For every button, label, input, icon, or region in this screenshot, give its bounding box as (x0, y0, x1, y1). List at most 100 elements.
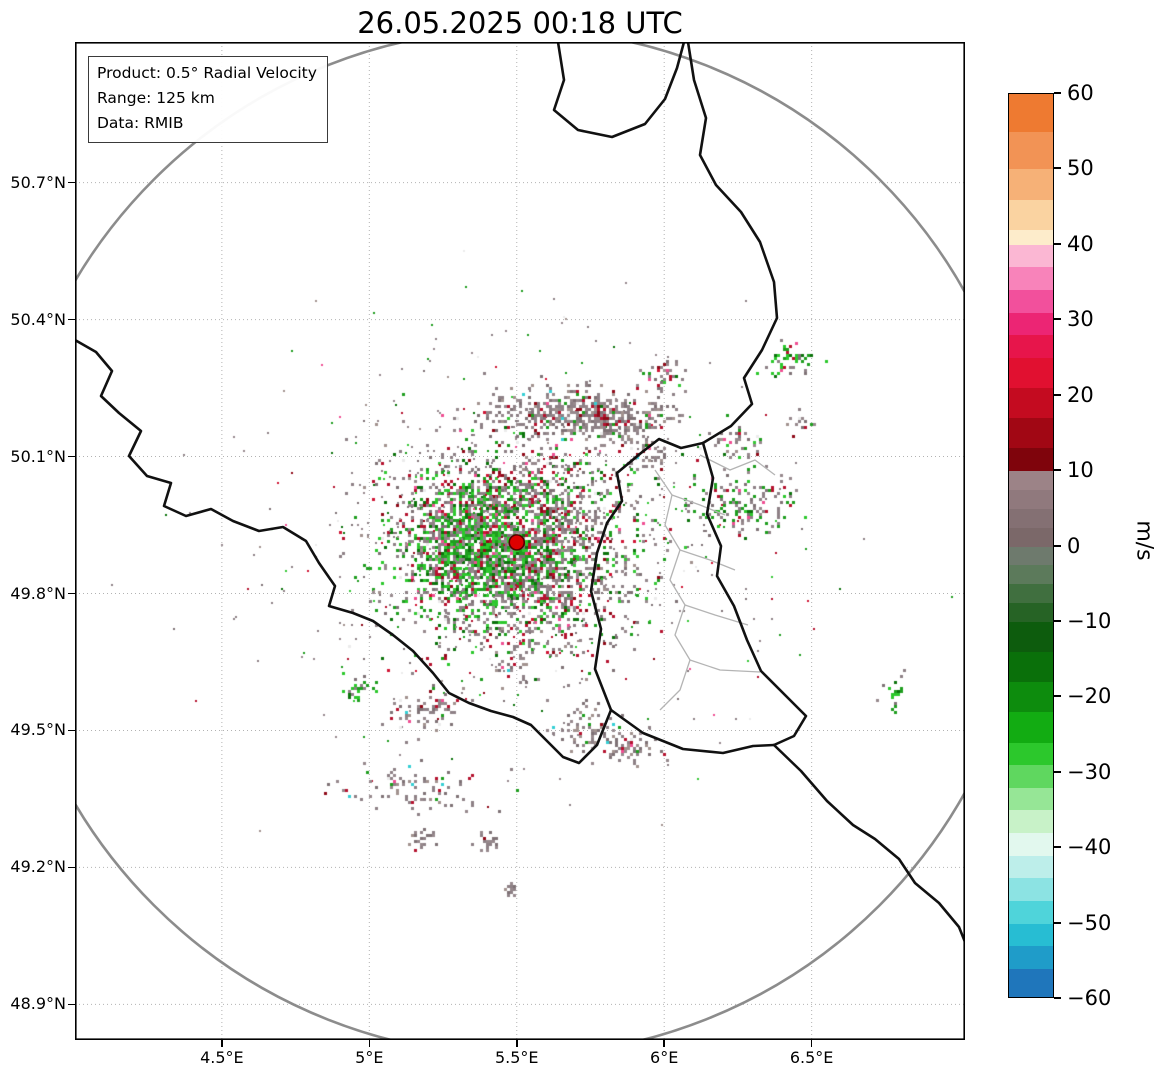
colorbar-band (1009, 94, 1053, 133)
map-overlay-layer (75, 42, 965, 1040)
y-tick-label: 50.1°N (10, 446, 66, 466)
country-border (75, 338, 613, 765)
x-tick-label: 6.5°E (789, 1048, 834, 1067)
y-tick-mark (68, 455, 75, 458)
colorbar-tick-label: −60 (1067, 986, 1112, 1010)
colorbar-band (1009, 546, 1053, 566)
x-tick-mark (663, 1040, 665, 1047)
country-border (701, 441, 808, 747)
y-tick-label: 49.5°N (10, 720, 66, 740)
colorbar-tick-mark (1054, 544, 1061, 547)
colorbar-tick-mark (1054, 921, 1061, 924)
y-tick-mark (68, 318, 75, 321)
colorbar (1008, 93, 1054, 998)
colorbar-band (1009, 712, 1053, 744)
country-border (772, 743, 965, 944)
colorbar-tick-mark (1054, 695, 1061, 698)
colorbar-tick-label: 60 (1067, 81, 1094, 105)
colorbar-tick-label: −40 (1067, 835, 1112, 860)
country-border (609, 708, 776, 755)
colorbar-band (1009, 968, 1053, 997)
colorbar-band (1009, 682, 1053, 714)
colorbar-tick-label: 40 (1067, 231, 1094, 256)
colorbar-tick-mark (1054, 770, 1061, 773)
colorbar-tick-label: −20 (1067, 684, 1112, 709)
colorbar-tick-mark (1054, 318, 1061, 321)
colorbar-tick-label: 20 (1067, 382, 1094, 407)
colorbar-band (1009, 471, 1053, 491)
colorbar-band (1009, 603, 1053, 623)
country-border (552, 42, 686, 139)
x-tick-label: 6°E (650, 1048, 679, 1067)
country-border (686, 42, 779, 445)
province-border (689, 659, 761, 673)
colorbar-band (1009, 199, 1053, 231)
colorbar-band (1009, 267, 1053, 291)
colorbar-band (1009, 878, 1053, 902)
map-plot: Product: 0.5° Radial Velocity Range: 125… (75, 42, 965, 1040)
colorbar-tick-mark (1054, 619, 1061, 622)
radar-site-marker (508, 534, 526, 551)
colorbar-band (1009, 810, 1053, 834)
colorbar-band (1009, 489, 1053, 510)
colorbar-band (1009, 652, 1053, 683)
colorbar-tick-mark (1054, 167, 1061, 170)
colorbar-band (1009, 448, 1053, 472)
colorbar-band (1009, 584, 1053, 604)
colorbar-band (1009, 357, 1053, 389)
colorbar-tick-label: 30 (1067, 307, 1094, 332)
province-border (654, 469, 691, 711)
x-tick-mark (221, 1040, 223, 1047)
colorbar-band (1009, 508, 1053, 529)
colorbar-band (1009, 335, 1053, 359)
y-tick-label: 50.7°N (10, 172, 66, 192)
colorbar-tick-mark (1054, 242, 1061, 245)
colorbar-band (1009, 765, 1053, 789)
info-line-data: Data: RMIB (97, 114, 184, 132)
colorbar-band (1009, 290, 1053, 314)
colorbar-tick-label: 0 (1067, 533, 1081, 558)
province-border (671, 494, 726, 516)
y-tick-label: 49.2°N (10, 857, 66, 877)
colorbar-band (1009, 855, 1053, 879)
figure-title: 26.05.2025 00:18 UTC (357, 6, 683, 40)
x-tick-label: 4.5°E (200, 1048, 244, 1067)
x-tick-label: 5°E (355, 1048, 384, 1067)
info-box: Product: 0.5° Radial Velocity Range: 125… (88, 56, 328, 143)
y-tick-mark (68, 181, 75, 184)
colorbar-band (1009, 418, 1053, 450)
y-tick-mark (68, 866, 75, 869)
colorbar-band (1009, 388, 1053, 419)
colorbar-band (1009, 833, 1053, 857)
x-tick-mark (368, 1040, 371, 1047)
province-border (679, 549, 736, 571)
x-tick-mark (810, 1040, 813, 1047)
colorbar-band (1009, 742, 1053, 766)
y-tick-mark (68, 592, 75, 595)
colorbar-tick-label: −50 (1067, 910, 1112, 935)
colorbar-tick-mark (1054, 393, 1061, 396)
colorbar-tick-label: −30 (1067, 759, 1112, 784)
colorbar-band (1009, 621, 1053, 653)
colorbar-tick-label: 10 (1067, 458, 1094, 483)
colorbar-band (1009, 131, 1053, 170)
colorbar-band (1009, 312, 1053, 336)
colorbar-band (1009, 169, 1053, 201)
info-line-product: Product: 0.5° Radial Velocity (97, 64, 317, 82)
colorbar-unit-label: m/s (1131, 520, 1157, 561)
province-border (684, 604, 749, 626)
y-tick-mark (68, 1003, 75, 1006)
country-border (589, 437, 705, 712)
x-tick-mark (516, 1040, 518, 1047)
colorbar-tick-label: 50 (1067, 156, 1094, 181)
colorbar-band (1009, 527, 1053, 548)
y-tick-label: 50.4°N (10, 309, 66, 329)
colorbar-tick-mark (1054, 997, 1061, 999)
colorbar-band (1009, 565, 1053, 585)
colorbar-band (1009, 923, 1053, 947)
province-border (699, 454, 776, 476)
plot-frame (75, 42, 965, 1040)
colorbar-band (1009, 946, 1053, 970)
colorbar-band (1009, 787, 1053, 812)
